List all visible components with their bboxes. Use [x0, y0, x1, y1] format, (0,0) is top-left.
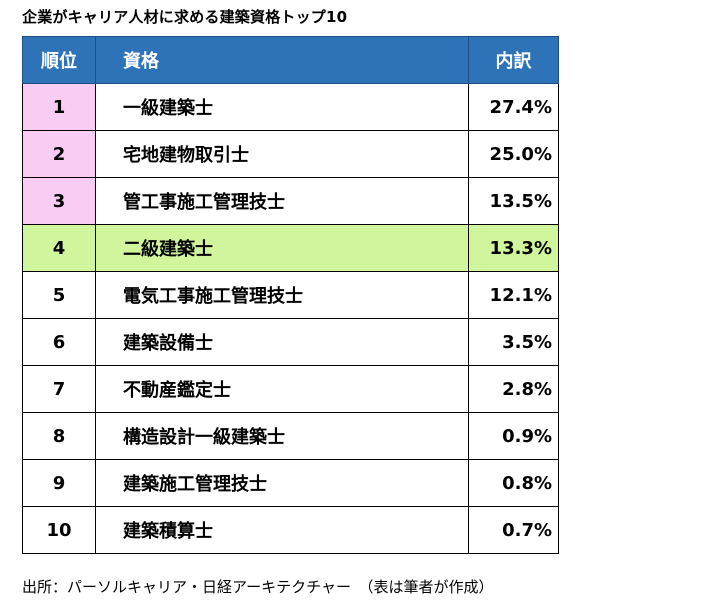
ranking-table: 順位 資格 内訳 1 一級建築士 27.4% 2 宅地建物取引士 25.0% 3 管工事施工管… — [22, 36, 559, 554]
table-header-row: 順位 資格 内訳 — [22, 36, 559, 84]
breakdown-cell: 13.5% — [468, 177, 559, 225]
breakdown-cell: 12.1% — [468, 271, 559, 319]
breakdown-cell: 27.4% — [468, 83, 559, 131]
breakdown-cell: 3.5% — [468, 318, 559, 366]
breakdown-cell: 2.8% — [468, 365, 559, 413]
table-row: 8 構造設計一級建築士 0.9% — [22, 412, 559, 460]
qualification-cell: 不動産鑑定士 — [95, 365, 469, 413]
table-row: 10 建築積算士 0.7% — [22, 506, 559, 554]
breakdown-cell: 0.9% — [468, 412, 559, 460]
breakdown-cell: 0.7% — [468, 506, 559, 554]
qualification-cell: 構造設計一級建築士 — [95, 412, 469, 460]
rank-cell: 9 — [22, 459, 96, 507]
table-row: 5 電気工事施工管理技士 12.1% — [22, 271, 559, 319]
table-row: 4 二級建築士 13.3% — [22, 224, 559, 272]
breakdown-cell: 25.0% — [468, 130, 559, 178]
qualification-cell: 建築積算士 — [95, 506, 469, 554]
table-body: 1 一級建築士 27.4% 2 宅地建物取引士 25.0% 3 管工事施工管理技士 13.5% 4… — [22, 83, 559, 554]
qualification-cell: 管工事施工管理技士 — [95, 177, 469, 225]
table-row: 2 宅地建物取引士 25.0% — [22, 130, 559, 178]
table-row: 3 管工事施工管理技士 13.5% — [22, 177, 559, 225]
header-breakdown: 内訳 — [468, 36, 559, 84]
qualification-cell: 電気工事施工管理技士 — [95, 271, 469, 319]
rank-cell: 6 — [22, 318, 96, 366]
qualification-cell: 宅地建物取引士 — [95, 130, 469, 178]
table-row: 1 一級建築士 27.4% — [22, 83, 559, 131]
table-row: 7 不動産鑑定士 2.8% — [22, 365, 559, 413]
header-rank: 順位 — [22, 36, 96, 84]
table-row: 6 建築設備士 3.5% — [22, 318, 559, 366]
qualification-cell: 建築施工管理技士 — [95, 459, 469, 507]
rank-cell: 10 — [22, 506, 96, 554]
rank-cell: 5 — [22, 271, 96, 319]
qualification-cell: 二級建築士 — [95, 224, 469, 272]
table-row: 9 建築施工管理技士 0.8% — [22, 459, 559, 507]
rank-cell: 4 — [22, 224, 96, 272]
qualification-cell: 建築設備士 — [95, 318, 469, 366]
rank-cell: 3 — [22, 177, 96, 225]
breakdown-cell: 13.3% — [468, 224, 559, 272]
rank-cell: 1 — [22, 83, 96, 131]
rank-cell: 7 — [22, 365, 96, 413]
header-qualification: 資格 — [95, 36, 469, 84]
breakdown-cell: 0.8% — [468, 459, 559, 507]
qualification-cell: 一級建築士 — [95, 83, 469, 131]
source-note: 出所：パーソルキャリア・日経アーキテクチャー （表は筆者が作成） — [22, 578, 494, 596]
rank-cell: 2 — [22, 130, 96, 178]
rank-cell: 8 — [22, 412, 96, 460]
chart-title: 企業がキャリア人材に求める建築資格トップ10 — [22, 8, 348, 26]
